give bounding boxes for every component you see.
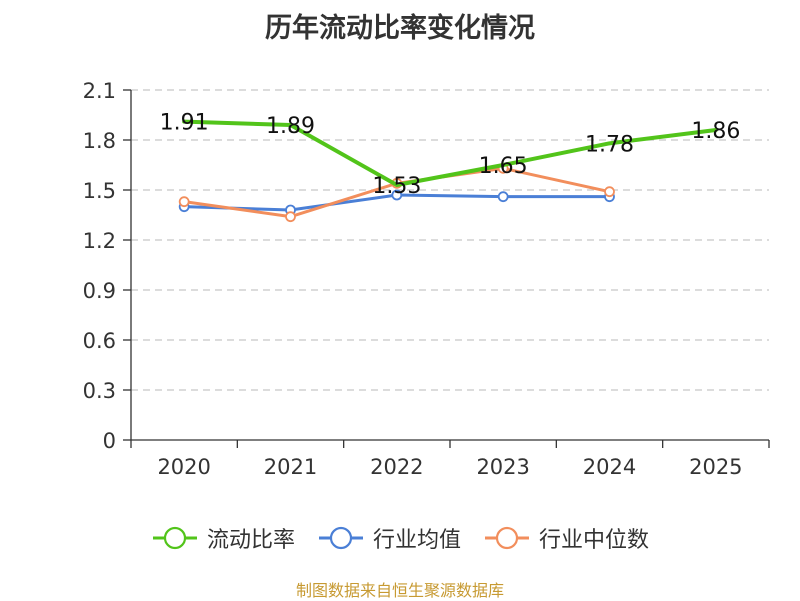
x-tick-label: 2025	[689, 455, 742, 479]
x-tick-label: 2023	[476, 455, 529, 479]
x-tick-label: 2020	[157, 455, 210, 479]
legend-item[interactable]: 流动比率	[151, 522, 295, 554]
data-label: 1.91	[160, 111, 209, 136]
data-point	[497, 191, 509, 203]
data-point	[391, 189, 403, 201]
y-tick-label: 0.3	[83, 379, 116, 403]
y-tick-label: 1.2	[83, 229, 116, 253]
x-tick-label: 2024	[583, 455, 636, 479]
data-label: 1.53	[372, 174, 421, 199]
legend-label: 行业中位数	[539, 528, 650, 553]
grid-lines	[131, 89, 769, 391]
data-label: 1.78	[585, 132, 634, 157]
legend-label: 行业均值	[372, 528, 461, 553]
data-label: 1.89	[266, 114, 315, 139]
legend-swatch	[485, 526, 529, 550]
data-point	[178, 196, 190, 208]
legend-swatch	[152, 526, 197, 550]
legend-item[interactable]: 行业中位数	[483, 522, 649, 554]
data-point	[604, 186, 615, 198]
source-note: 制图数据来自恒生聚源数据库	[295, 581, 504, 600]
legend-swatch	[318, 526, 363, 550]
x-tick-label: 2022	[370, 455, 423, 479]
legend: 流动比率 行业均值 行业中位数	[0, 522, 800, 554]
axes: 0 0.3 0.6 0.9 1.2 1.5 1.8 2.1 2020 2021 2022 2023 20…	[83, 79, 770, 479]
data-labels: 1.91 1.89 1.53 1.65 1.78 1.86	[160, 111, 741, 199]
data-label: 1.86	[691, 119, 740, 144]
data-point	[285, 211, 296, 223]
chart-title: 历年流动比率变化情况	[265, 13, 535, 44]
x-tick-label: 2021	[264, 455, 317, 479]
series-lines	[178, 119, 718, 223]
y-tick-label: 2.1	[83, 79, 116, 103]
data-label: 1.65	[479, 154, 528, 179]
y-tick-label: 1.5	[83, 179, 116, 203]
legend-item[interactable]: 行业均值	[317, 522, 461, 554]
legend-label: 流动比率	[206, 528, 295, 553]
series-line	[182, 119, 718, 187]
y-tick-label: 0.9	[83, 279, 116, 303]
y-tick-label: 0	[103, 429, 116, 453]
y-tick-label: 1.8	[83, 129, 116, 153]
y-tick-label: 0.6	[83, 329, 116, 353]
